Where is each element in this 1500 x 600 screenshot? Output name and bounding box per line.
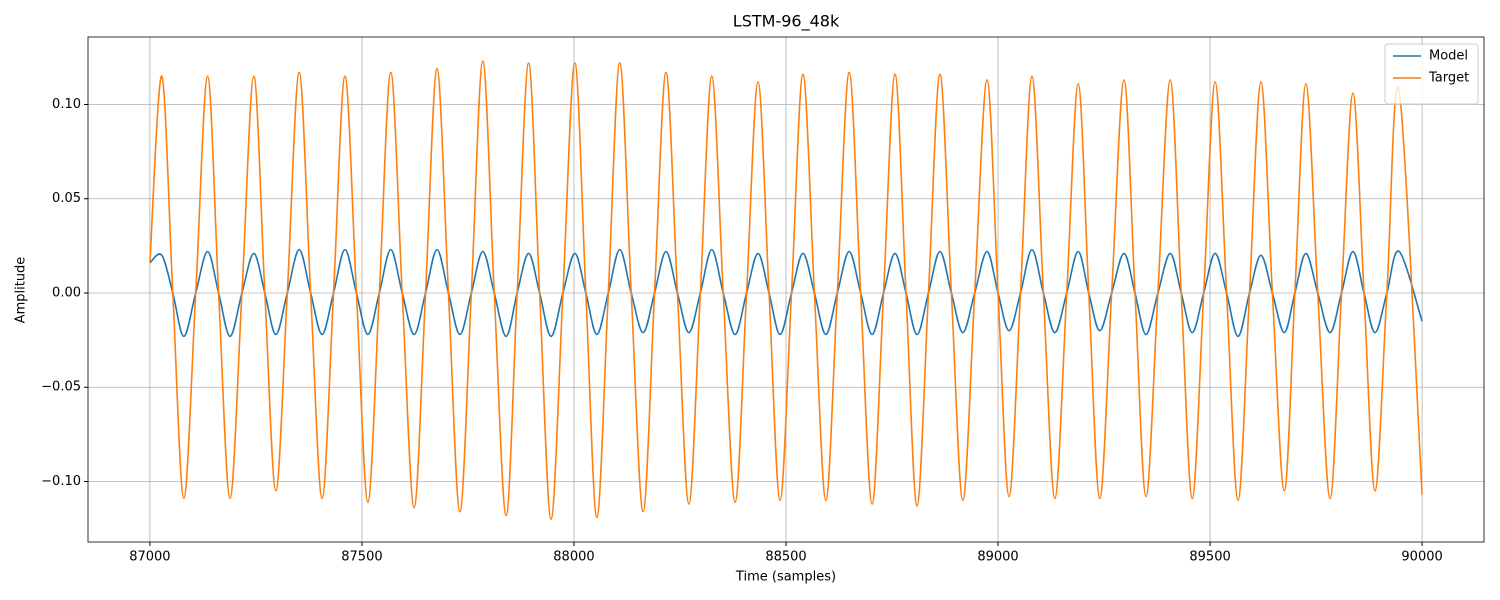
legend-box	[1384, 43, 1479, 105]
y-axis-label: Amplitude	[14, 257, 29, 324]
y-tick-label: −0.10	[41, 474, 81, 489]
x-tick-label: 87500	[341, 550, 382, 565]
x-axis-label: Time (samples)	[735, 570, 836, 585]
x-tick-label: 89000	[977, 550, 1018, 565]
x-tick-label: 90000	[1401, 550, 1442, 565]
legend-label: Target	[1428, 71, 1469, 86]
x-tick-label: 89500	[1189, 550, 1230, 565]
legend-label: Model	[1429, 49, 1468, 64]
legend: Model Target	[1384, 43, 1479, 105]
y-tick-label: 0.10	[52, 97, 81, 112]
x-tick-label: 88500	[765, 550, 806, 565]
y-tick-label: −0.05	[41, 380, 81, 395]
chart-title: LSTM-96_48k	[733, 12, 840, 32]
x-tick-label: 87000	[129, 550, 170, 565]
series-line	[149, 60, 1423, 520]
series-line	[149, 248, 1423, 338]
y-tick-label: 0.05	[52, 191, 81, 206]
x-tick-label: 88000	[553, 550, 594, 565]
y-tick-label: 0.00	[52, 285, 81, 300]
plot-frame	[87, 36, 1485, 543]
